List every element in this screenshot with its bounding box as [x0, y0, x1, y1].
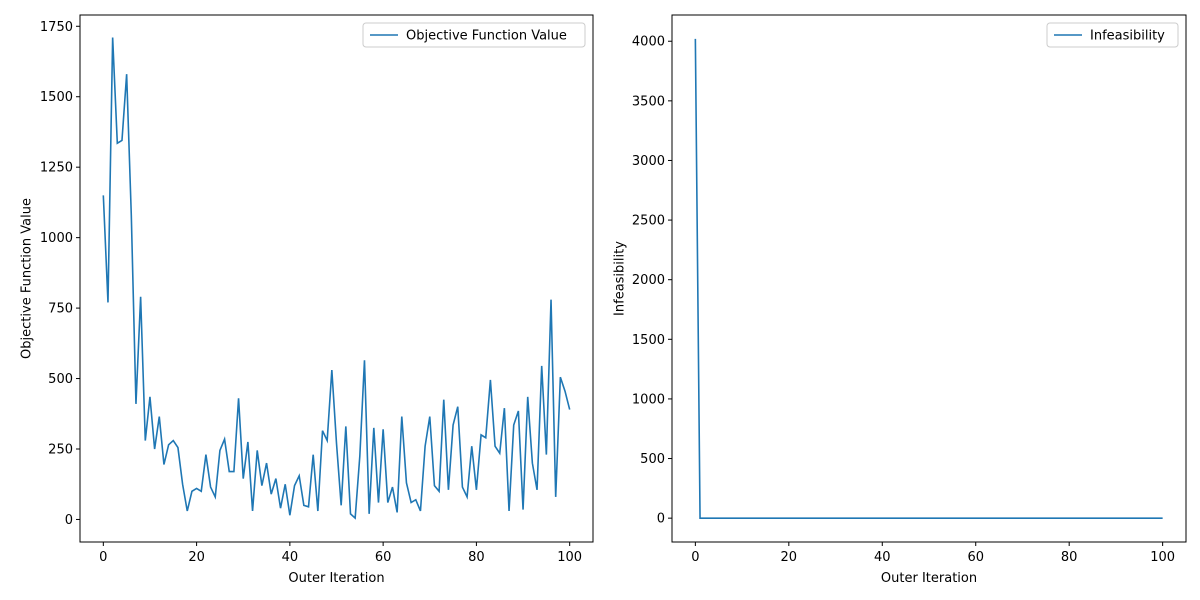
infeasibility-x-tick-label: 20 [781, 550, 798, 565]
objective-series-line [102, 37, 571, 520]
infeasibility-series-line [694, 38, 1163, 519]
objective-y-tick-label: 500 [48, 372, 73, 387]
objective-x-tick-label: 40 [282, 550, 299, 565]
infeasibility-x-tick-label: 0 [691, 550, 699, 565]
infeasibility-y-tick-label: 1000 [632, 392, 665, 407]
objective-y-tick-label: 1000 [40, 231, 73, 246]
objective-x-tick-label: 60 [375, 550, 392, 565]
objective-y-axis-label: Objective Function Value [20, 198, 35, 359]
objective-y-tick-label: 0 [65, 513, 73, 528]
infeasibility-legend-box [1046, 22, 1179, 48]
infeasibility-y-tick-label: 0 [657, 512, 665, 527]
infeasibility-y-tick-label: 500 [640, 452, 665, 467]
objective-legend: Objective Function Value [362, 22, 586, 48]
objective-y-tick-label: 1500 [40, 90, 73, 105]
objective-axes-frame [79, 14, 594, 543]
infeasibility-y-tick-label: 2500 [632, 214, 665, 229]
infeasibility-y-tick-label: 2000 [632, 273, 665, 288]
infeasibility-legend-label: Infeasibility [1090, 29, 1165, 44]
objective-y-tick-label: 750 [48, 302, 73, 317]
objective-y-tick-label: 1250 [40, 161, 73, 176]
infeasibility-y-tick-label: 3500 [632, 94, 665, 109]
infeasibility-x-tick-label: 40 [874, 550, 891, 565]
infeasibility-x-tick-label: 60 [967, 550, 984, 565]
objective-x-tick-label: 0 [99, 550, 107, 565]
infeasibility-x-axis-label: Outer Iteration [881, 571, 977, 586]
objective-x-tick-label: 80 [468, 550, 485, 565]
objective-legend-label: Objective Function Value [406, 29, 567, 44]
infeasibility-y-tick-label: 1500 [632, 333, 665, 348]
infeasibility-x-tick-label: 80 [1061, 550, 1078, 565]
infeasibility-x-tick-label: 100 [1150, 550, 1175, 565]
objective-x-tick-label: 100 [557, 550, 582, 565]
infeasibility-ticks: 0 20 40 60 80 1000500100015002000250030003500… [632, 35, 1175, 565]
infeasibility-subplot: 0 20 40 60 80 1000500100015002000250030003500… [613, 14, 1187, 586]
objective-x-axis-label: Outer Iteration [288, 571, 384, 586]
objective-x-tick-label: 20 [188, 550, 205, 565]
infeasibility-y-tick-label: 4000 [632, 35, 665, 50]
infeasibility-axes-frame [671, 14, 1187, 543]
infeasibility-legend: Infeasibility [1046, 22, 1179, 48]
infeasibility-y-axis-label: Infeasibility [613, 241, 628, 316]
objective-y-tick-label: 250 [48, 443, 73, 458]
infeasibility-y-tick-label: 3000 [632, 154, 665, 169]
objective-legend-box [362, 22, 586, 48]
objective-y-tick-label: 1750 [40, 20, 73, 35]
